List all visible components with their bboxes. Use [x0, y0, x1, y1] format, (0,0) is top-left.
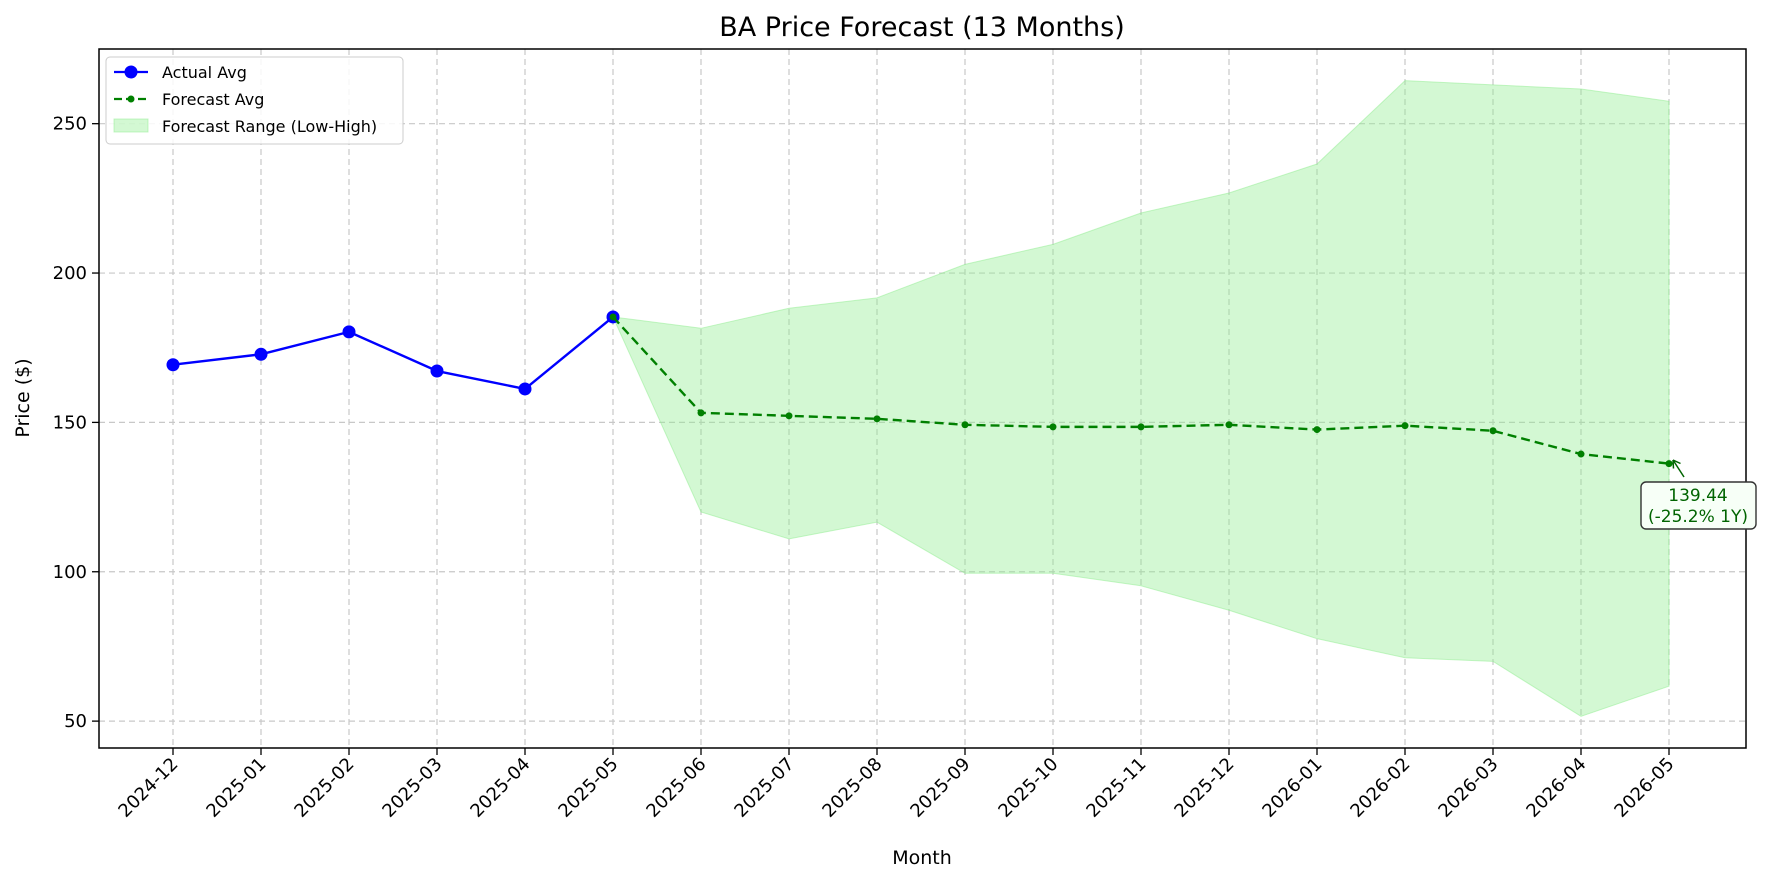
annotation-box — [1640, 481, 1757, 530]
actual-avg-point — [342, 325, 356, 339]
y-axis-label: Price ($) — [12, 358, 34, 437]
forecast-avg-point — [1313, 426, 1321, 434]
x-tick-label: 2025-03 — [378, 754, 446, 822]
y-tick-label: 150 — [53, 412, 87, 433]
forecast-avg-point — [961, 421, 969, 429]
actual-avg-point — [430, 364, 444, 378]
legend-actual-marker — [124, 65, 138, 79]
x-tick-label: 2025-09 — [906, 754, 974, 822]
y-tick-label: 200 — [53, 263, 87, 284]
forecast-avg-point — [1401, 422, 1409, 430]
forecast-range-band — [612, 80, 1670, 717]
annotation-arrow-line — [1672, 459, 1685, 478]
actual-avg-point — [254, 347, 268, 361]
legend-forecast-marker — [127, 95, 135, 103]
forecast-range-layer — [612, 80, 1670, 717]
y-tick-label: 100 — [53, 562, 87, 583]
annotation-change: (-25.2% 1Y) — [1648, 507, 1748, 527]
forecast-avg-point — [1049, 423, 1057, 431]
x-tick-label: 2024-12 — [114, 754, 182, 822]
forecast-avg-point — [873, 415, 881, 423]
x-tick-label: 2026-03 — [1434, 754, 1502, 822]
forecast-avg-point — [1577, 450, 1585, 458]
x-tick-label: 2025-01 — [202, 754, 270, 822]
legend-range-swatch — [113, 118, 149, 133]
forecast-avg-point — [1137, 423, 1145, 431]
forecast-avg-point — [785, 412, 793, 420]
legend-actual-label: Actual Avg — [162, 63, 247, 82]
actual-avg-point — [518, 382, 532, 396]
forecast-avg-point — [697, 409, 705, 417]
annotation-value: 139.44 — [1668, 486, 1727, 506]
y-tick-label: 50 — [64, 711, 87, 732]
actual-avg-line — [172, 316, 614, 391]
x-tick-label: 2026-01 — [1258, 754, 1326, 822]
x-tick-label: 2026-05 — [1610, 754, 1678, 822]
plot-frame — [98, 48, 1747, 749]
x-tick-label: 2025-08 — [818, 754, 886, 822]
x-tick-label: 2025-02 — [290, 754, 358, 822]
annotation-layer: 139.44 (-25.2% 1Y) — [1640, 459, 1757, 530]
legend-forecast-label: Forecast Avg — [162, 90, 264, 109]
x-tick-label: 2025-07 — [730, 754, 798, 822]
x-tick-label: 2025-11 — [1082, 754, 1150, 822]
legend-range-label: Forecast Range (Low-High) — [162, 117, 377, 136]
x-tick-label: 2025-04 — [466, 754, 534, 822]
x-tick-label: 2026-02 — [1346, 754, 1414, 822]
x-tick-label: 2026-04 — [1522, 754, 1590, 822]
actual-avg-point — [166, 358, 180, 372]
forecast-avg-point — [1665, 460, 1673, 468]
x-tick-label: 2025-06 — [642, 754, 710, 822]
y-tick-label: 250 — [53, 114, 87, 135]
legend-box — [105, 56, 404, 145]
x-tick-label: 2025-12 — [1170, 754, 1238, 822]
legend: Actual Avg Forecast Avg Forecast Range (… — [105, 56, 404, 145]
x-tick-label: 2025-05 — [554, 754, 622, 822]
forecast-avg-point — [609, 313, 617, 321]
x-axis-label: Month — [892, 847, 952, 869]
x-tick-label: 2025-10 — [994, 754, 1062, 822]
annotation-arrow-head — [1672, 459, 1681, 469]
forecast-avg-point — [1225, 421, 1233, 429]
forecast-avg-point — [1489, 427, 1497, 435]
chart-title: BA Price Forecast (13 Months) — [719, 12, 1125, 43]
series-layer — [166, 310, 1673, 468]
